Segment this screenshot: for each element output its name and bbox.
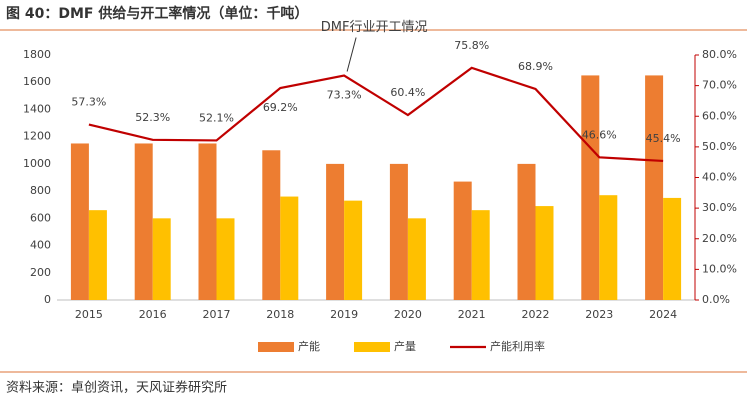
bar [70, 143, 89, 300]
x-tick-label: 2021 [458, 308, 486, 321]
data-label: 46.6% [582, 128, 617, 141]
bar [152, 218, 171, 300]
bar [517, 163, 536, 300]
y-tick-label: 1400 [23, 102, 51, 115]
data-label: 69.2% [263, 101, 298, 114]
data-label: 73.3% [327, 89, 362, 102]
bar [581, 75, 600, 301]
x-tick-label: 2018 [266, 308, 294, 321]
bar [389, 163, 408, 300]
bar [663, 197, 682, 300]
annotation-arrow [346, 37, 357, 72]
legend-label: 产能利用率 [490, 339, 545, 353]
legend-label: 产量 [394, 339, 416, 353]
y2-tick-label: 0.0% [702, 293, 730, 306]
bar [216, 218, 235, 300]
data-label: 57.3% [71, 96, 106, 109]
bar [198, 143, 217, 300]
bar [471, 210, 490, 300]
bar [407, 218, 426, 300]
bar [326, 163, 345, 300]
x-tick-label: 2020 [394, 308, 422, 321]
y2-tick-label: 60.0% [702, 109, 737, 122]
line [88, 66, 664, 163]
legend-label: 产能 [298, 339, 320, 353]
bar [599, 195, 618, 300]
bar [280, 196, 299, 300]
bar [453, 181, 472, 300]
y-tick-label: 400 [30, 239, 51, 252]
x-tick-label: 2023 [585, 308, 613, 321]
data-label: 45.4% [646, 132, 681, 145]
y-tick-label: 800 [30, 184, 51, 197]
y2-tick-label: 50.0% [702, 140, 737, 153]
x-tick-label: 2022 [522, 308, 550, 321]
bar [134, 143, 153, 300]
source: 资料来源：卓创资讯，天风证券研究所 [6, 380, 227, 396]
y2-tick-label: 80.0% [702, 48, 737, 61]
y-tick-label: 1800 [23, 48, 51, 61]
bar [645, 75, 664, 301]
x-tick-label: 2019 [330, 308, 358, 321]
data-label: 68.9% [518, 60, 553, 73]
y2-tick-label: 30.0% [702, 201, 737, 214]
y2-tick-label: 10.0% [702, 262, 737, 275]
data-label: 52.3% [135, 111, 170, 124]
y2-tick-label: 20.0% [702, 232, 737, 245]
legend-swatch [354, 342, 390, 352]
chart-title: 图 40：DMF 供给与开工率情况（单位：千吨） [6, 5, 308, 22]
x-tick-label: 2024 [649, 308, 677, 321]
x-tick-label: 2016 [139, 308, 167, 321]
bar [88, 210, 107, 300]
y-tick-label: 1200 [23, 130, 51, 143]
y2-tick-label: 40.0% [702, 171, 737, 184]
bar [262, 150, 281, 300]
data-label: 75.8% [454, 39, 489, 52]
y-tick-label: 1600 [23, 75, 51, 88]
data-label: 60.4% [390, 86, 425, 99]
x-tick-label: 2015 [75, 308, 103, 321]
y-tick-label: 200 [30, 266, 51, 279]
annotation: DMF行业开工情况 [321, 20, 428, 35]
legend-swatch [258, 342, 294, 352]
y-tick-label: 1000 [23, 157, 51, 170]
bar [344, 200, 363, 300]
x-tick-label: 2017 [203, 308, 231, 321]
bar [535, 206, 554, 300]
y-tick-label: 0 [44, 293, 51, 306]
y-tick-label: 600 [30, 211, 51, 224]
y2-tick-label: 70.0% [702, 79, 737, 92]
data-label: 52.1% [199, 111, 234, 124]
